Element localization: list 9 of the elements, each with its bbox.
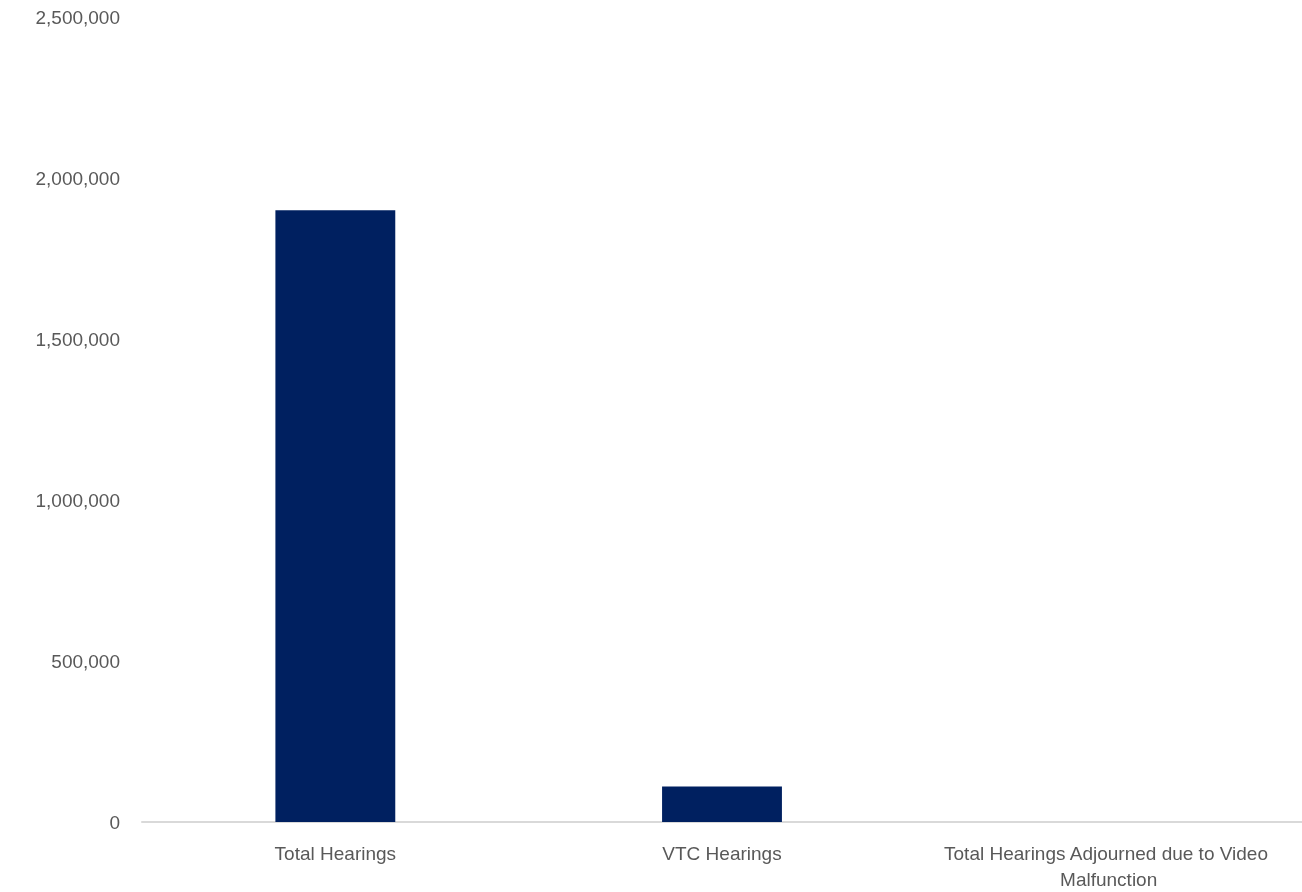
x-tick-label: Total Hearings Adjourned due to Video Malfunction — [944, 842, 1274, 890]
y-tick-label: 1,000,000 — [35, 489, 120, 511]
x-tick-label: VTC Hearings — [662, 842, 782, 864]
x-tick-label: Total Hearings — [274, 842, 397, 864]
y-tick-label: 0 — [109, 811, 120, 833]
y-tick-label: 1,500,000 — [35, 328, 120, 350]
y-tick-label: 500,000 — [51, 650, 120, 672]
y-tick-label: 2,000,000 — [35, 167, 120, 189]
y-tick-label: 2,500,000 — [35, 6, 120, 28]
